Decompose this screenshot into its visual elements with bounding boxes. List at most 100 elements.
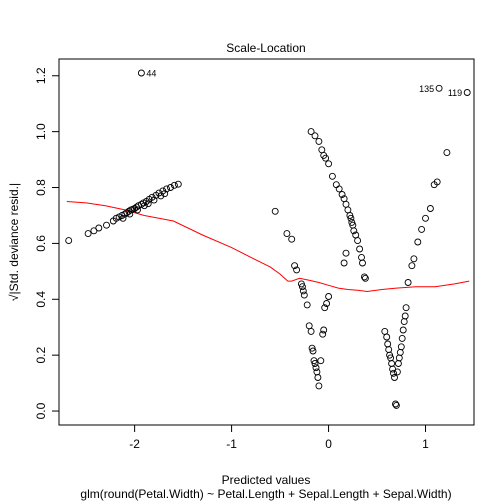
- data-point: [401, 312, 409, 320]
- data-point: [397, 343, 405, 351]
- data-point: [300, 291, 308, 299]
- y-tick-label: 0.0: [34, 402, 48, 419]
- data-point: [293, 266, 301, 274]
- data-point: [398, 334, 406, 342]
- data-point: [319, 330, 327, 338]
- data-point: [134, 206, 141, 214]
- data-point: [394, 360, 402, 367]
- data-point: [140, 202, 148, 210]
- outlier-label: 135: [419, 84, 434, 94]
- smooth-line-layer: [66, 201, 470, 293]
- x-tick-label: -2: [129, 437, 140, 451]
- data-point: [298, 283, 306, 291]
- data-point: [383, 333, 391, 341]
- data-point: [435, 84, 443, 92]
- data-point: [342, 249, 350, 257]
- data-point: [322, 154, 330, 162]
- y-axis-label: √|Std. deviance resid.|: [7, 183, 21, 301]
- data-point: [392, 400, 399, 408]
- data-point: [308, 344, 316, 352]
- data-point: [323, 300, 331, 307]
- data-point: [309, 347, 317, 355]
- data-point: [356, 245, 364, 253]
- data-point: [271, 207, 279, 215]
- outlier-label: 44: [146, 69, 156, 79]
- data-point: [299, 287, 307, 295]
- data-point: [335, 185, 343, 193]
- data-point: [338, 191, 346, 198]
- data-point: [354, 237, 362, 245]
- data-point: [157, 192, 165, 200]
- y-axis: 0.0 0.2 0.4 0.6 0.8 1.0 1.2: [34, 67, 60, 419]
- data-point: [408, 262, 416, 270]
- data-point: [393, 368, 401, 376]
- data-point: [84, 230, 92, 238]
- data-point: [358, 253, 365, 261]
- smooth-trend-line: [66, 201, 470, 293]
- points-layer: [65, 69, 471, 409]
- data-point: [422, 214, 429, 222]
- data-point: [392, 401, 400, 409]
- data-point: [314, 374, 322, 381]
- y-tick-label: 1.0: [34, 123, 48, 140]
- y-tick-label: 0.2: [34, 346, 48, 363]
- data-point: [137, 69, 145, 77]
- data-point: [384, 340, 392, 348]
- data-point: [360, 273, 368, 281]
- data-point: [381, 327, 389, 335]
- data-point: [325, 293, 333, 300]
- x-axis: -2 -1 0 1: [129, 424, 429, 451]
- y-tick-label: 0.8: [34, 179, 48, 196]
- data-point: [332, 181, 340, 189]
- x-tick-label: 1: [422, 437, 429, 451]
- data-point: [342, 200, 350, 208]
- data-point: [119, 214, 127, 222]
- data-point: [388, 360, 396, 367]
- data-point: [313, 368, 321, 376]
- data-point: [391, 374, 398, 381]
- x-tick-label: -1: [226, 437, 237, 451]
- data-point: [95, 224, 103, 232]
- plot-frame: [58, 58, 475, 426]
- data-point: [344, 206, 352, 214]
- data-point: [144, 200, 152, 208]
- data-point: [303, 301, 311, 309]
- data-point: [402, 304, 410, 312]
- data-point: [312, 364, 320, 372]
- y-tick-label: 1.2: [34, 67, 48, 84]
- x-axis-model-formula: glm(round(Petal.Width) ~ Petal.Length + …: [80, 487, 451, 501]
- data-point: [404, 279, 412, 286]
- y-tick-label: 0.6: [34, 235, 48, 252]
- data-point: [174, 180, 182, 188]
- data-point: [103, 221, 110, 229]
- data-point: [315, 137, 323, 145]
- data-point: [396, 348, 404, 356]
- data-point: [463, 89, 471, 96]
- data-point: [150, 196, 158, 204]
- chart-title: Scale-Location: [226, 41, 305, 55]
- data-point: [443, 149, 451, 157]
- data-point: [395, 354, 403, 362]
- data-point: [410, 255, 418, 263]
- data-point: [320, 326, 328, 334]
- data-point: [359, 259, 366, 267]
- data-point: [65, 237, 73, 245]
- data-point: [317, 357, 325, 365]
- data-point: [399, 326, 407, 334]
- point-labels-layer: 44 135 119: [146, 69, 462, 99]
- data-point: [126, 210, 134, 218]
- data-point: [167, 184, 174, 191]
- data-point: [400, 318, 408, 326]
- data-point: [433, 178, 441, 186]
- data-point: [418, 225, 426, 233]
- data-point: [340, 259, 348, 267]
- data-point: [307, 128, 315, 136]
- data-point: [328, 172, 336, 180]
- outlier-label: 119: [448, 88, 462, 98]
- data-point: [311, 132, 319, 140]
- data-point: [291, 262, 299, 270]
- data-point: [305, 322, 313, 330]
- data-point: [325, 160, 333, 168]
- data-point: [426, 205, 434, 212]
